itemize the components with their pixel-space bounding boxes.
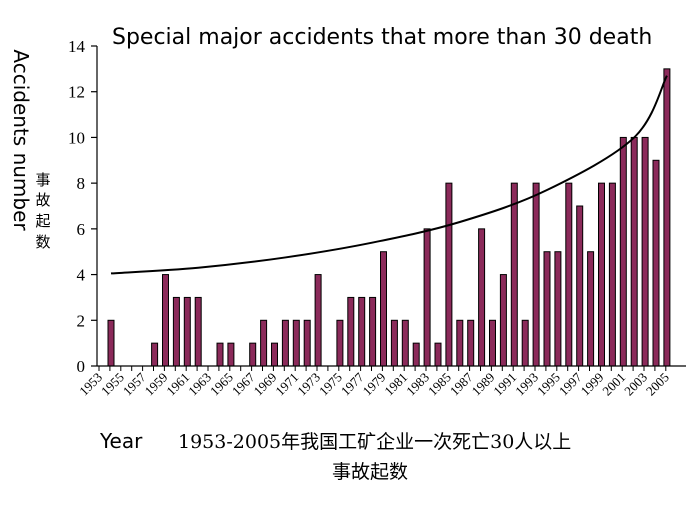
y-tick-label-12: 12 [68,83,85,102]
bar-1995 [565,182,573,367]
bar-1984 [445,182,453,367]
bar-1986 [467,319,475,367]
bar-1993 [543,251,551,367]
bar-1994 [554,251,562,367]
bar-1958 [162,274,169,367]
bar-1987 [478,228,486,367]
y-axis-label-cn-1: 故 [35,191,50,209]
bar-1996 [576,205,584,367]
bar-1960 [183,296,191,367]
text-layer: 0246810121419531955195719591961196319651… [9,25,672,483]
bar-2003 [652,159,660,367]
axes-layer [91,45,686,371]
bar-1991 [521,319,529,367]
bar-1976 [358,296,366,367]
bar-1977 [369,296,377,367]
bar-1957 [151,342,159,367]
bar-1953 [107,319,115,367]
bar-1979 [390,319,398,367]
bar-1974 [336,319,344,367]
bar-2004 [663,68,671,367]
bar-2001 [630,136,638,367]
x-axis-label: Year [99,429,143,453]
y-tick-label-4: 4 [77,266,86,285]
bar-1966 [249,342,257,367]
y-axis-label-cn-3: 数 [35,233,50,251]
bar-1975 [347,296,355,367]
y-tick-label-0: 0 [77,357,86,376]
bars-layer [107,68,671,367]
y-axis-label: Accidents number [9,49,33,231]
y-tick-label-10: 10 [68,128,85,147]
x-axis-label-cn-0: 1953-2005年我国工矿企业一次死亡30人以上 [178,431,571,453]
y-tick-label-6: 6 [77,220,86,239]
bar-1967 [260,319,268,367]
y-axis-label-cn-2: 起 [35,212,50,230]
bar-1999 [608,182,616,367]
bar-1985 [456,319,464,367]
bar-1989 [499,274,507,367]
bar-1988 [489,319,496,367]
bar-1969 [281,319,289,367]
bar-1964 [227,342,235,367]
bar-1963 [216,342,224,367]
x-axis-label-cn-1: 事故起数 [332,461,408,483]
bar-1997 [587,251,595,367]
bar-1959 [172,296,180,367]
x-tick-label-2005: 2005 [643,370,672,399]
y-tick-label-8: 8 [77,174,86,193]
bar-2000 [619,136,627,367]
bar-1990 [510,182,518,367]
bar-1972 [314,274,322,367]
bar-1980 [401,319,409,367]
bar-1982 [423,228,431,367]
bar-1968 [271,342,278,367]
bar-1971 [303,319,311,367]
chart-title: Special major accidents that more than 3… [112,25,652,50]
y-tick-label-14: 14 [68,37,86,56]
bar-1992 [532,182,540,367]
bar-1978 [380,251,387,367]
trend-line [110,75,668,275]
bar-1961 [194,296,202,367]
bar-1998 [598,182,605,367]
y-axis-label-cn-0: 事 [35,171,50,189]
bar-1970 [292,319,300,367]
bar-1981 [412,342,420,367]
bar-2002 [641,136,649,367]
y-tick-label-2: 2 [77,311,86,330]
bar-1983 [434,342,442,367]
